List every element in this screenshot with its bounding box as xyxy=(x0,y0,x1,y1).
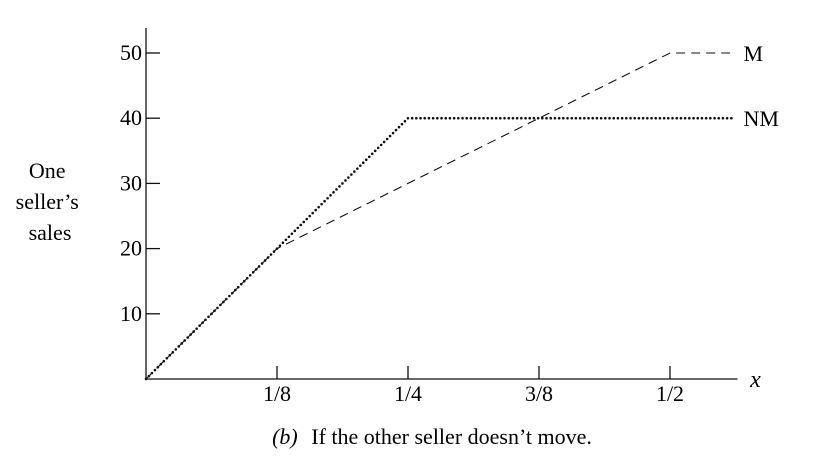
x-tick-label-1: 1/8 xyxy=(263,381,291,406)
series-labels: M NM xyxy=(744,41,779,131)
y-ticks: 10 20 30 40 50 xyxy=(120,40,160,326)
chart-caption: (b) If the other seller doesn’t move. xyxy=(272,424,592,449)
axes xyxy=(145,28,738,380)
x-tick-label-4: 1/2 xyxy=(656,381,684,406)
x-axis-label: x xyxy=(749,367,761,393)
caption-prefix: (b) xyxy=(272,424,298,449)
y-tick-label-30: 30 xyxy=(120,170,142,195)
series-line-M xyxy=(145,52,736,380)
series-line-NM xyxy=(144,116,737,381)
y-tick-label-10: 10 xyxy=(120,301,142,326)
x-ticks: 1/8 1/4 3/8 1/2 xyxy=(263,366,684,406)
y-tick-label-50: 50 xyxy=(120,40,142,65)
y-axis-label-line-1: One xyxy=(29,158,66,183)
y-tick-label-20: 20 xyxy=(120,236,142,261)
y-tick-label-40: 40 xyxy=(120,105,142,130)
x-tick-label-3: 3/8 xyxy=(525,381,553,406)
series-label-M: M xyxy=(744,41,764,66)
series-layer xyxy=(144,52,737,381)
y-axis-label-line-3: sales xyxy=(29,220,72,245)
y-axis-label-line-2: seller’s xyxy=(16,189,79,214)
y-axis-label: One seller’s sales xyxy=(16,158,85,245)
x-tick-label-2: 1/4 xyxy=(394,381,422,406)
series-label-NM: NM xyxy=(744,106,779,131)
caption-text: If the other seller doesn’t move. xyxy=(311,424,592,449)
